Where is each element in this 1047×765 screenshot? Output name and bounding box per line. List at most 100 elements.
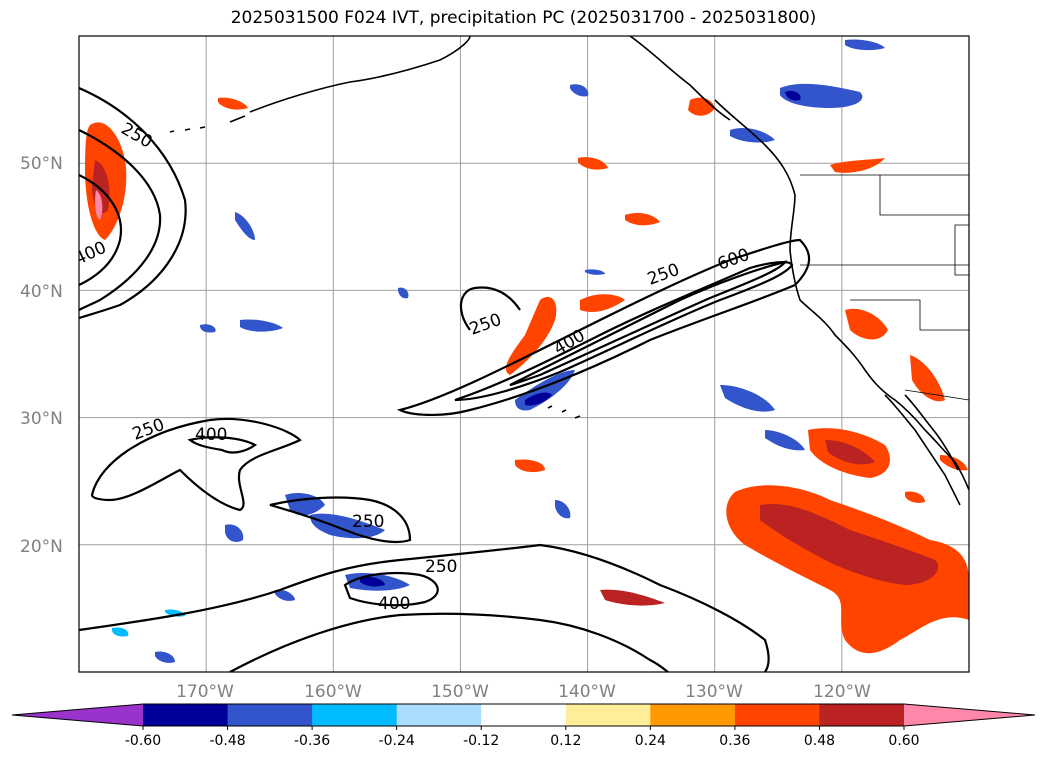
lon-axis: 170°W 160°W 150°W 140°W 130°W 120°W [176,682,871,702]
colorbar-extend-low [12,704,143,726]
precip-weak-negative [112,627,129,637]
precip-negative-region [275,589,295,601]
colorbar-tick-label: 0.60 [888,733,919,749]
ivt-contour-250-south [79,543,770,672]
precip-strong-positive [825,440,875,465]
lon-tick-label: 170°W [176,682,234,702]
colorbar-segment [734,704,820,726]
precip-negative-region [765,430,805,451]
precip-negative-region [730,128,775,143]
precip-negative-region [240,319,283,332]
ivt-label: 400 [195,425,227,445]
colorbar-segment [481,704,567,726]
precip-positive-region [625,212,660,226]
colorbar-tick-label: -0.12 [463,733,499,749]
precip-negative-region [585,269,605,275]
ivt-contour-600-ar [509,260,788,387]
political-borders [800,174,969,401]
colorbar-tick-label: -0.60 [125,733,161,749]
colorbar-segment [650,704,736,726]
lat-tick-label: 50°N [20,154,63,174]
ivt-contour-600-west [79,174,123,286]
us-mexico-border [904,389,969,401]
map-frame [78,35,970,673]
colorbar-tick-label: -0.48 [209,733,245,749]
ivt-label: 250 [425,557,457,577]
ivt-contour-400-west [79,129,162,311]
precip-strong-negative [785,90,801,101]
state-border [879,175,969,216]
colorbar-tick-label: -0.36 [294,733,330,749]
lon-tick-label: 140°W [558,682,616,702]
precip-strong-positive [760,504,939,585]
alaska-coast [249,36,471,113]
state-border [954,224,969,276]
precip-negative-region [310,513,385,539]
colorbar: -0.60 -0.48 -0.36 -0.24 -0.12 0.12 0.24 0.36 0.4… [11,703,1036,749]
ivt-contour-400-south [229,612,669,672]
ivt-contour-250-central [269,496,412,544]
precip-positive-region [578,157,608,170]
lon-tick-label: 160°W [304,682,362,702]
precip-positive-region [505,296,557,375]
ivt-label: 400 [378,594,410,614]
ivt-contour-400-ar [454,261,794,402]
state-border [850,299,969,331]
colorbar-segment [143,704,229,726]
precip-positive-region [218,97,248,110]
ivt-contour-250-ar [396,238,811,417]
lat-tick-label: 20°N [20,537,63,557]
lat-tick-label: 40°N [20,282,63,302]
west-coast [714,99,969,491]
precip-negative-region [225,524,244,543]
precip-strong-negative [525,392,552,406]
lat-tick-label: 30°N [20,409,63,429]
lon-tick-label: 150°W [431,682,489,702]
colorbar-tick-label: 0.48 [804,733,835,749]
baja-coast [884,394,961,506]
colorbar-tick-label: 0.12 [550,733,581,749]
colorbar-segment [312,704,398,726]
ivt-contour-labels: 250 400 600 250 400 250 400 250 250 250 … [79,119,752,614]
aleutian-islands [169,126,206,133]
precip-positive-region [905,491,925,503]
colorbar-segment [396,704,482,726]
colorbar-tick-label: 0.36 [719,733,750,749]
gridlines [79,36,969,672]
hawaiian-islands [547,405,581,419]
lon-tick-label: 120°W [813,682,871,702]
coastlines [169,36,969,506]
precip-max-positive [95,190,103,220]
ivt-contour-250-south-loop [343,571,439,607]
precip-negative-region [720,385,775,412]
lat-axis: 50°N 40°N 30°N 20°N [20,154,63,557]
precip-positive-region [515,459,545,473]
gulf-of-california [904,394,959,471]
ivt-contour-400-subtropic [187,436,258,454]
aleutian-islands [229,115,246,123]
ivt-contour-250-west [79,86,187,320]
precip-negative-region [155,651,175,663]
precip-positive-region [830,158,885,173]
colorbar-tick-label: 0.24 [635,733,666,749]
colorbar-extend-high [904,704,1035,726]
alaska-panhandle-coast [629,36,731,121]
colorbar-segment [565,704,651,726]
ivt-contour-250-loop [459,286,521,331]
precip-negative-region [780,83,863,108]
precip-strong-negative [360,576,385,587]
precip-positive-region [580,294,625,312]
precip-negative-region [555,500,571,519]
lon-tick-label: 130°W [685,682,743,702]
ivt-contour-250-subtropic [90,417,302,512]
precip-negative-region [200,324,216,333]
precip-strong-positive [600,589,665,606]
map-title: 2025031500 F024 IVT, precipitation PC (2… [230,8,817,28]
precip-negative-region [845,39,885,51]
colorbar-segment [227,704,313,726]
precip-positive-region [845,308,888,340]
precip-positive-region [910,355,945,402]
colorbar-segment [819,704,905,726]
precip-negative-region [398,287,409,299]
